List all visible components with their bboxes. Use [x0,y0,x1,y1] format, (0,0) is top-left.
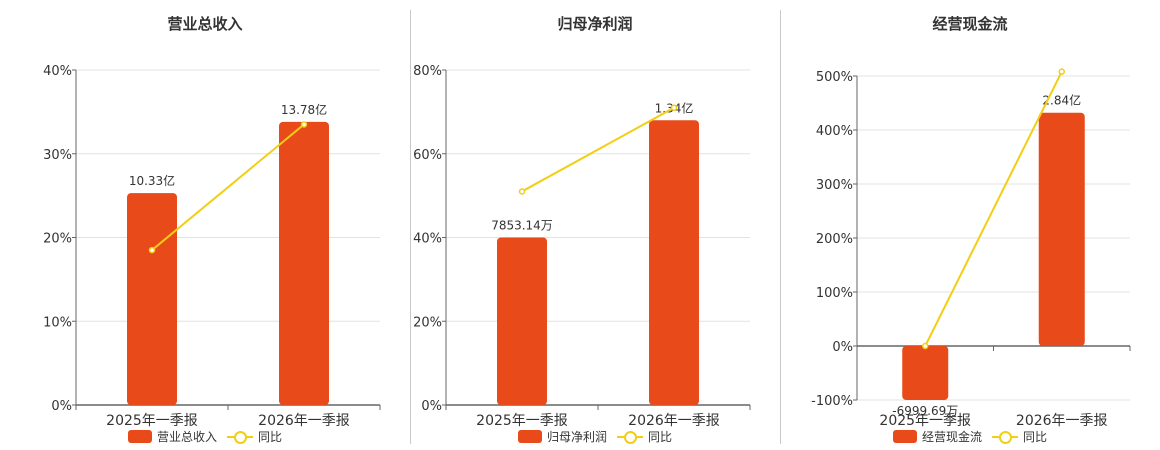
y-tick-label: 20% [413,315,442,330]
legend-yoy-label: 同比 [1023,430,1048,444]
net-profit-chart-panel: 归母净利润 0% 20% 40% 60% 80% 2025年一季报 2026年一季报 7853… [370,0,780,450]
bar [1038,112,1085,346]
revenue-chart: 0% 10% 20% 30% 40% 2025年一季报 2026年一季报 10.33亿 13.7… [43,64,381,429]
legend-bar-label: 归母净利润 [546,430,607,444]
yoy-line [521,106,675,193]
yoy-point [148,246,156,254]
y-tick-label: 300% [816,178,853,193]
y-tick-label: 40% [43,64,72,79]
cash-flow-chart-panel: 经营现金流 -100% 0% 100% 200% 300% 400% 500% 2025年一季… [780,0,1160,450]
data-label: 7853.14万 [491,219,553,233]
bar [127,193,177,405]
panel-divider [780,10,781,444]
bar [279,121,329,406]
legend-bar-swatch [892,430,917,443]
legend-item-bar[interactable]: 经营现金流 [892,428,982,445]
y-tick-label: 0% [832,340,853,355]
x-tick-label: 2025年一季报 [476,413,568,429]
y-tick-label: 10% [43,315,72,330]
legend-line-swatch [992,430,1018,444]
legend-bar-swatch [517,430,542,443]
data-label: 2.84亿 [1042,93,1081,108]
bar [497,237,547,405]
y-tick-label: 0% [51,399,72,414]
legend-yoy-label: 同比 [648,430,673,444]
yoy-line [924,71,1063,347]
bar [902,346,949,400]
y-tick-label: 30% [43,148,72,163]
legend-item-yoy[interactable]: 同比 [992,428,1047,445]
net-profit-chart: 0%20%40%60%80%2025年一季报2026年一季报7853.14万1.… [413,64,751,429]
yoy-point [1058,68,1065,75]
yoy-line [151,123,305,251]
chart-legend: 归母净利润 同比 [410,428,780,445]
y-tick-label: 20% [43,232,72,247]
data-label: -6999.69万 [892,404,958,418]
x-tick-label: 2026年一季报 [258,413,350,429]
y-tick-label: 0% [421,399,442,414]
legend-item-bar[interactable]: 归母净利润 [517,428,607,445]
x-tick-label: 2026年一季报 [628,413,720,429]
y-tick-label: -100% [811,394,853,409]
chart-legend: 营业总收入 同比 [0,428,410,445]
revenue-chart-panel: 营业总收入 0% 10% 20% 30% 40% 2025年一季报 2026年一季报 10.3… [0,0,410,450]
chart-title: 营业总收入 [167,15,243,33]
data-label: 10.33亿 [129,173,175,188]
legend-bar-swatch [127,430,152,443]
bar [649,120,699,405]
y-tick-label: 40% [413,232,442,247]
legend-bar-label: 经营现金流 [921,430,982,444]
legend-item-bar[interactable]: 营业总收入 [127,428,217,445]
yoy-point [922,342,929,350]
legend-item-yoy[interactable]: 同比 [617,428,672,445]
legend-line-swatch [617,430,643,444]
legend-bar-label: 营业总收入 [156,430,217,444]
cash-flow-chart: -100% 0% 100% 200% 300% 400% 500% 2025年一季报 2026年… [811,68,1131,429]
chart-title: 经营现金流 [932,15,1008,33]
yoy-point [670,104,678,111]
panel-divider [410,10,411,444]
x-tick-label: 2026年一季报 [1016,413,1108,429]
y-tick-label: 400% [816,124,853,139]
yoy-point [518,188,526,195]
x-tick-label: 2025年一季报 [879,413,971,429]
chart-legend: 经营现金流 同比 [780,428,1160,445]
y-tick-label: 200% [816,232,853,247]
x-tick-label: 2025年一季报 [106,413,198,429]
y-tick-label: 80% [413,64,442,79]
y-tick-label: 100% [816,286,853,301]
y-tick-label: 60% [413,148,442,163]
legend-line-swatch [227,430,253,444]
legend-item-yoy[interactable]: 同比 [227,428,282,445]
data-label: 13.78亿 [281,102,327,117]
chart-title: 归母净利润 [557,15,633,33]
legend-yoy-label: 同比 [258,430,283,444]
y-tick-label: 500% [816,70,853,85]
yoy-point [300,121,308,128]
